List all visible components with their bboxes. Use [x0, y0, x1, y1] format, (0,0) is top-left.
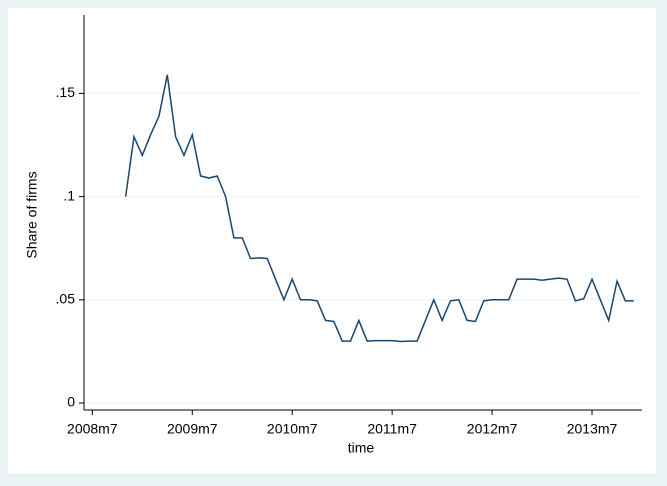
y-tick-label: .15: [56, 84, 76, 100]
x-tick-label: 2009m7: [167, 421, 218, 437]
x-tick-label: 2008m7: [67, 421, 118, 437]
y-tick-label: .05: [56, 290, 76, 306]
y-axis-title: Share of firms: [24, 171, 40, 258]
x-tick-label: 2012m7: [467, 421, 518, 437]
x-tick-label: 2010m7: [267, 421, 318, 437]
x-axis-title: time: [348, 440, 375, 456]
plot-background: [8, 8, 656, 474]
y-tick-label: .1: [63, 187, 75, 203]
x-tick-label: 2011m7: [367, 421, 417, 437]
data-line: [124, 74, 634, 343]
x-tick-label: 2013m7: [567, 421, 618, 437]
y-tick-label: 0: [67, 394, 75, 410]
